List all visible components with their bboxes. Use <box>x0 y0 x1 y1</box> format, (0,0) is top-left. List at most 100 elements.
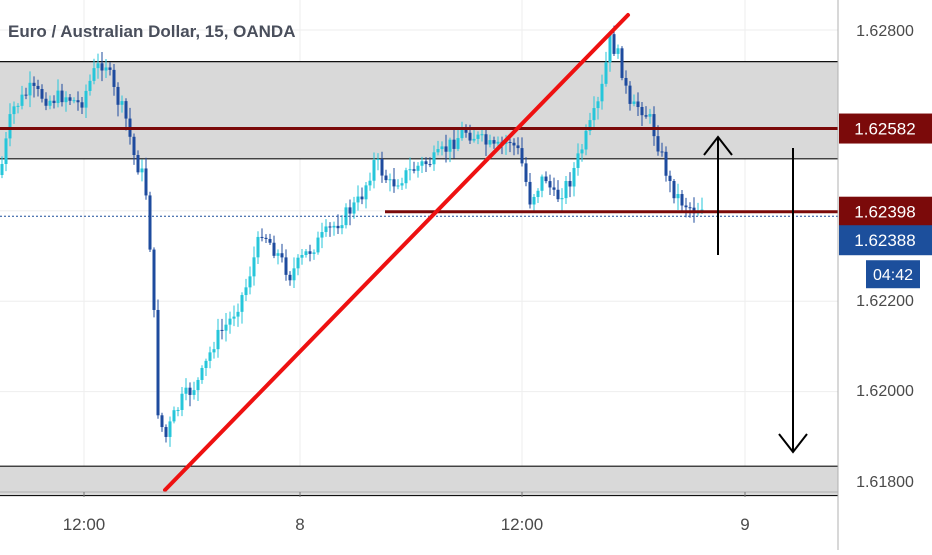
price-label-box <box>839 225 932 256</box>
y-tick-label: 1.62000 <box>856 383 914 400</box>
candle-body <box>288 274 292 281</box>
candle-body <box>116 86 120 105</box>
candle-body <box>260 236 264 238</box>
candle-body <box>324 226 328 233</box>
candle-body <box>576 153 580 168</box>
candle-body <box>624 77 628 86</box>
candle-body <box>88 80 92 91</box>
resistance-zone <box>0 61 838 159</box>
candle-body <box>224 324 228 331</box>
candle-body <box>648 114 652 117</box>
candle-body <box>564 180 568 199</box>
candle-body <box>536 190 540 197</box>
candle-body <box>400 183 404 186</box>
candle-body <box>684 205 688 208</box>
candle-body <box>480 134 484 136</box>
candle-body <box>84 90 88 108</box>
candle-body <box>8 114 12 139</box>
candle-body <box>60 90 64 103</box>
candle-body <box>328 226 332 228</box>
countdown-label: 04:42 <box>873 267 913 284</box>
candle-body <box>408 169 412 171</box>
candle-body <box>660 151 664 153</box>
candle-body <box>100 63 104 71</box>
price-label: 1.62388 <box>854 231 915 250</box>
candle-body <box>376 158 380 161</box>
support-zone <box>0 466 838 496</box>
candle-body <box>608 34 612 63</box>
candle-body <box>440 146 444 150</box>
candle-body <box>628 85 632 104</box>
candle-body <box>668 175 672 181</box>
candle-body <box>688 207 692 209</box>
candle-body <box>164 427 168 437</box>
candle-body <box>476 134 480 139</box>
candle-body <box>96 63 100 69</box>
candle-body <box>372 160 376 181</box>
candle-body <box>580 149 584 154</box>
candle-body <box>664 151 668 176</box>
candle-body <box>420 161 424 166</box>
candle-body <box>196 379 200 391</box>
candle-body <box>364 185 368 200</box>
candle-body <box>548 181 552 188</box>
candle-body <box>464 129 468 133</box>
candle-body <box>180 393 184 410</box>
candle-body <box>524 163 528 182</box>
candle-body <box>620 48 624 78</box>
candle-body <box>412 169 416 171</box>
candle-body <box>252 257 256 277</box>
candle-body <box>124 101 128 119</box>
candle-body <box>676 194 680 199</box>
candle-body <box>336 225 340 229</box>
candle-body <box>472 138 476 141</box>
candle-body <box>436 149 440 153</box>
candle-body <box>132 136 136 156</box>
candle-body <box>40 89 44 99</box>
candle-body <box>284 257 288 275</box>
y-tick-label: 1.62200 <box>856 293 914 310</box>
up-arrow-icon <box>703 135 733 156</box>
candle-body <box>404 170 408 184</box>
candle-body <box>644 115 648 117</box>
candle-body <box>640 107 644 116</box>
candle-body <box>428 164 432 166</box>
candle-body <box>56 90 60 104</box>
candle-body <box>520 148 524 164</box>
candle-body <box>612 34 616 54</box>
candle-body <box>80 102 84 108</box>
candle-body <box>492 140 496 144</box>
candle-body <box>184 387 188 394</box>
candle-body <box>672 180 676 199</box>
candle-body <box>144 168 148 196</box>
candle-body <box>304 251 308 256</box>
y-tick-label: 1.62800 <box>856 23 914 40</box>
candle-body <box>104 67 108 71</box>
trendline <box>163 13 630 492</box>
candle-body <box>340 225 344 229</box>
candle-body <box>460 129 464 139</box>
candle-body <box>316 237 320 253</box>
candle-body <box>264 237 268 239</box>
candle-body <box>16 105 20 107</box>
candle-body <box>176 409 180 411</box>
countdown-box <box>866 260 920 289</box>
candle-body <box>292 268 296 281</box>
candle-body <box>588 120 592 131</box>
candle-body <box>360 196 364 200</box>
candle-body <box>596 101 600 109</box>
candle-body <box>240 295 244 312</box>
candle-body <box>652 114 656 137</box>
candle-body <box>44 98 48 106</box>
down-arrow-icon <box>778 433 808 454</box>
candle-body <box>424 161 428 165</box>
candle-body <box>156 309 160 416</box>
candle-body <box>112 69 116 87</box>
candle-body <box>160 415 164 428</box>
candle-body <box>584 130 588 150</box>
candle-body <box>516 145 520 149</box>
chart-title: Euro / Australian Dollar, 15, OANDA <box>8 22 296 41</box>
candle-body <box>120 101 124 105</box>
candle-body <box>172 410 176 422</box>
